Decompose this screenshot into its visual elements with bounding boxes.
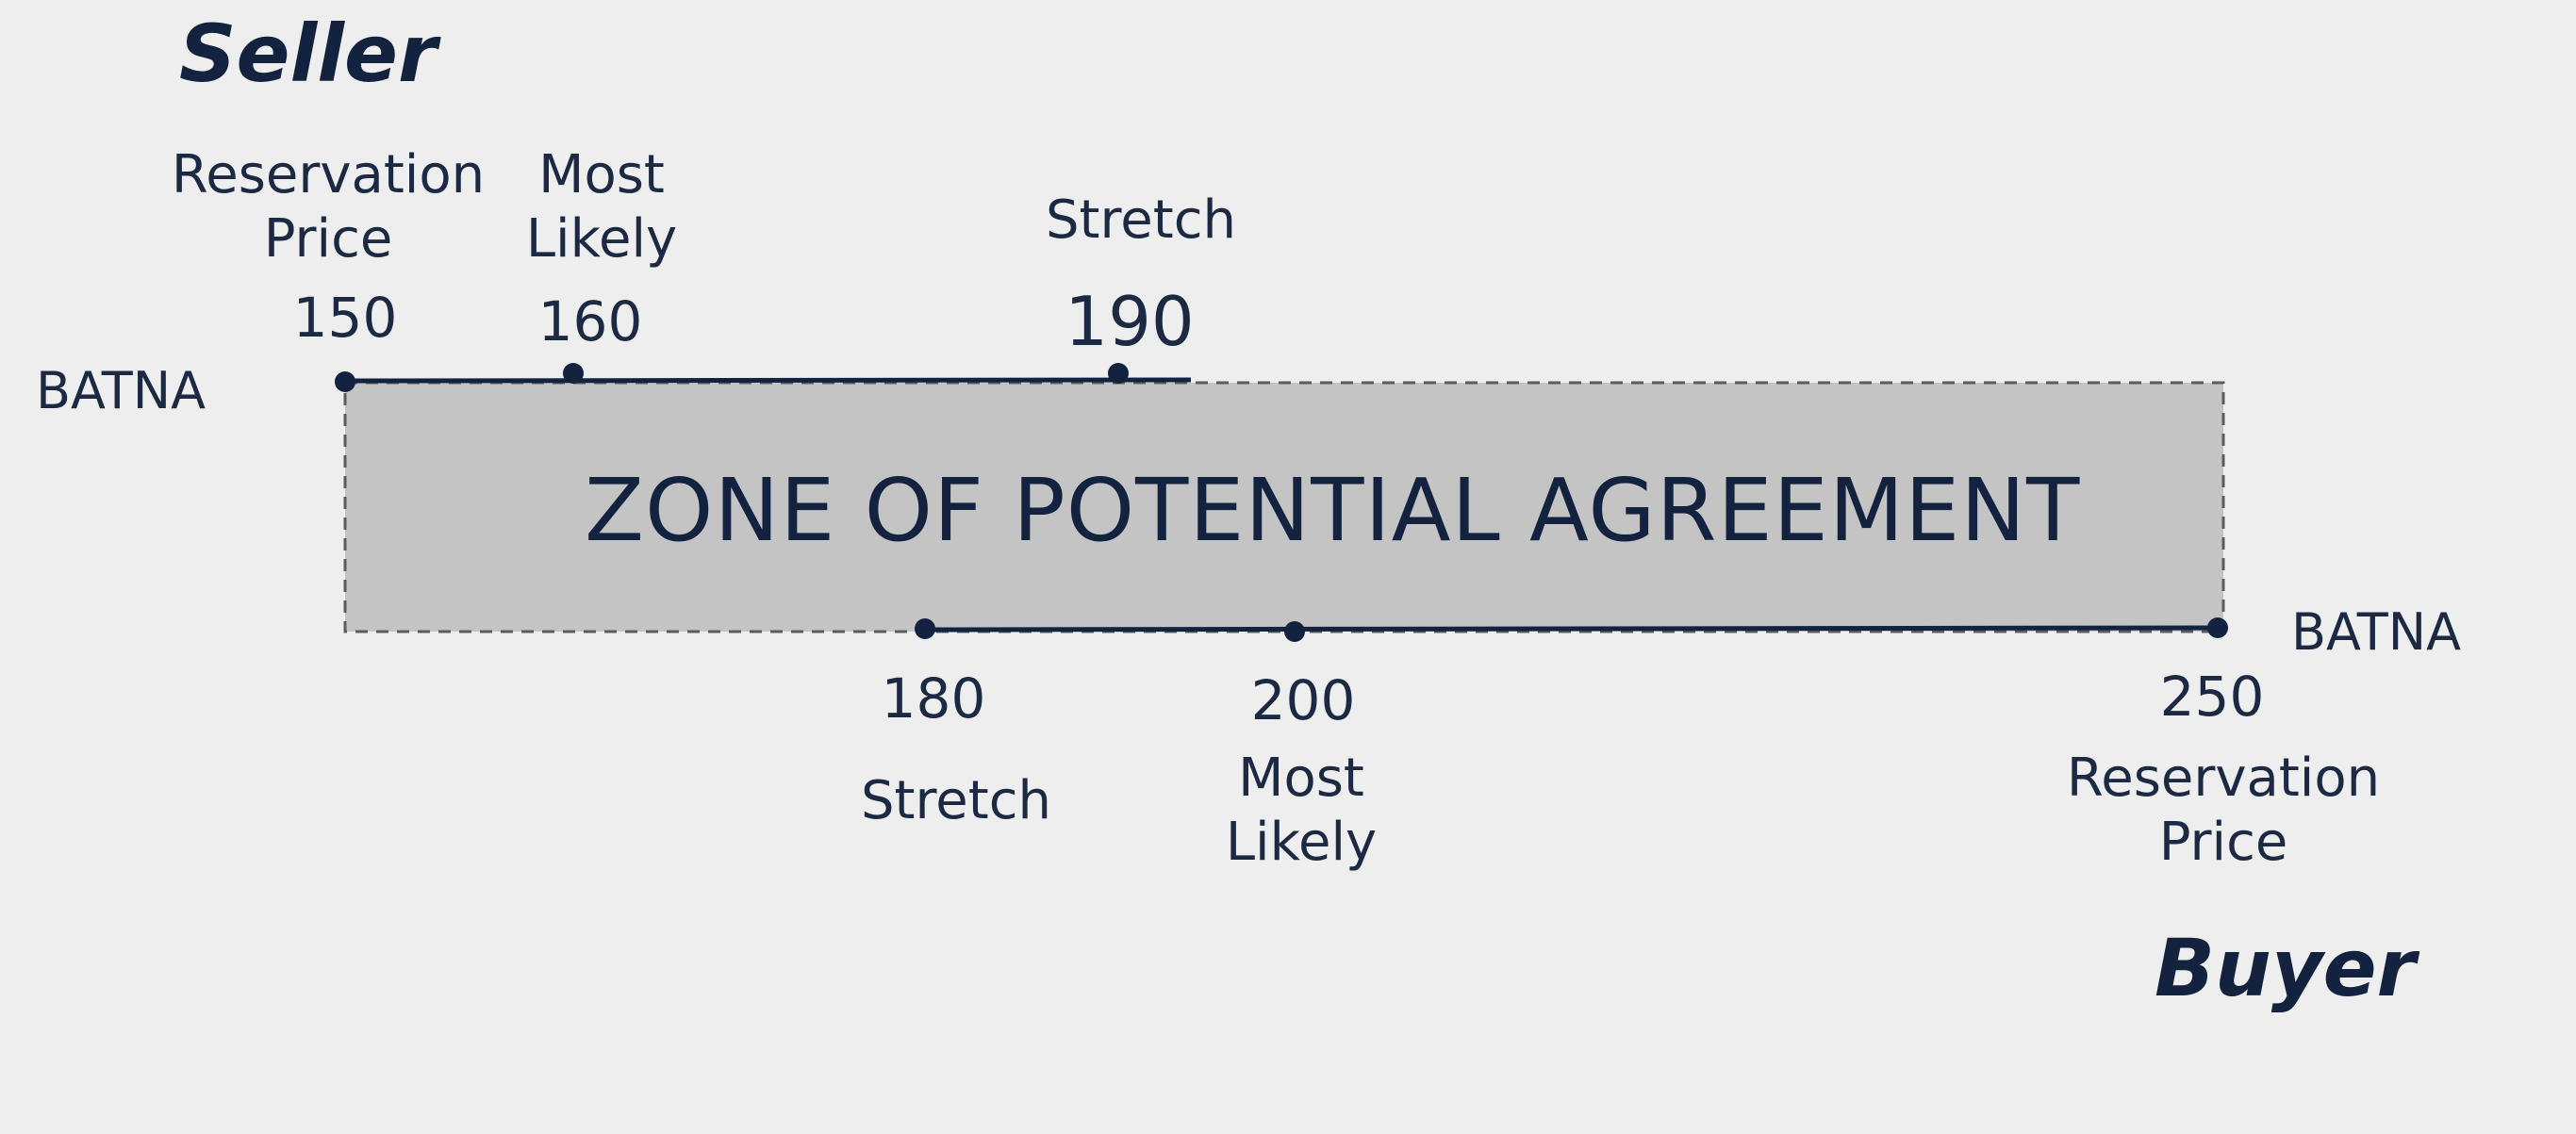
seller-line	[344, 377, 1192, 384]
seller-reservation-line1: Reservation	[171, 144, 486, 205]
seller-stretch-label: Stretch	[1046, 189, 1236, 251]
seller-most-likely-point	[563, 363, 584, 384]
seller-most-likely-line2: Likely	[525, 208, 678, 271]
seller-reservation-point	[335, 371, 355, 392]
seller-most-likely-line1: Most	[538, 144, 665, 205]
buyer-line	[924, 625, 2219, 633]
buyer-reservation-line2: Price	[2158, 812, 2288, 874]
zone-label: ZONE OF POTENTIAL AGREEMENT	[585, 460, 2081, 561]
seller-most-likely-value: 160	[537, 289, 643, 353]
buyer-most-likely-line2: Likely	[1225, 812, 1378, 874]
seller-reservation-label: Reservation Price	[172, 143, 485, 272]
buyer-stretch-label: Stretch	[861, 770, 1051, 831]
buyer-most-likely-label: Most Likely	[1226, 747, 1377, 876]
buyer-batna-label: BATNA	[2291, 602, 2462, 662]
buyer-reservation-point	[2207, 617, 2228, 638]
seller-stretch-point	[1108, 363, 1129, 384]
buyer-most-likely-value: 200	[1250, 668, 1356, 732]
seller-stretch-value: 190	[1065, 282, 1195, 361]
buyer-stretch-point	[915, 618, 935, 639]
buyer-most-likely-line1: Most	[1238, 748, 1364, 809]
buyer-title: Buyer	[2155, 922, 2416, 1014]
seller-batna-label: BATNA	[36, 361, 206, 420]
seller-reservation-value: 150	[292, 286, 398, 350]
seller-reservation-line2: Price	[263, 208, 393, 271]
buyer-reservation-value: 250	[2159, 665, 2265, 729]
buyer-stretch-value: 180	[881, 666, 986, 731]
seller-most-likely-label: Most Likely	[526, 143, 677, 272]
seller-title: Seller	[179, 8, 438, 100]
buyer-reservation-line1: Reservation	[2066, 748, 2381, 809]
zone-box	[343, 381, 2225, 633]
buyer-reservation-label: Reservation Price	[2067, 747, 2380, 876]
buyer-most-likely-point	[1284, 621, 1305, 642]
